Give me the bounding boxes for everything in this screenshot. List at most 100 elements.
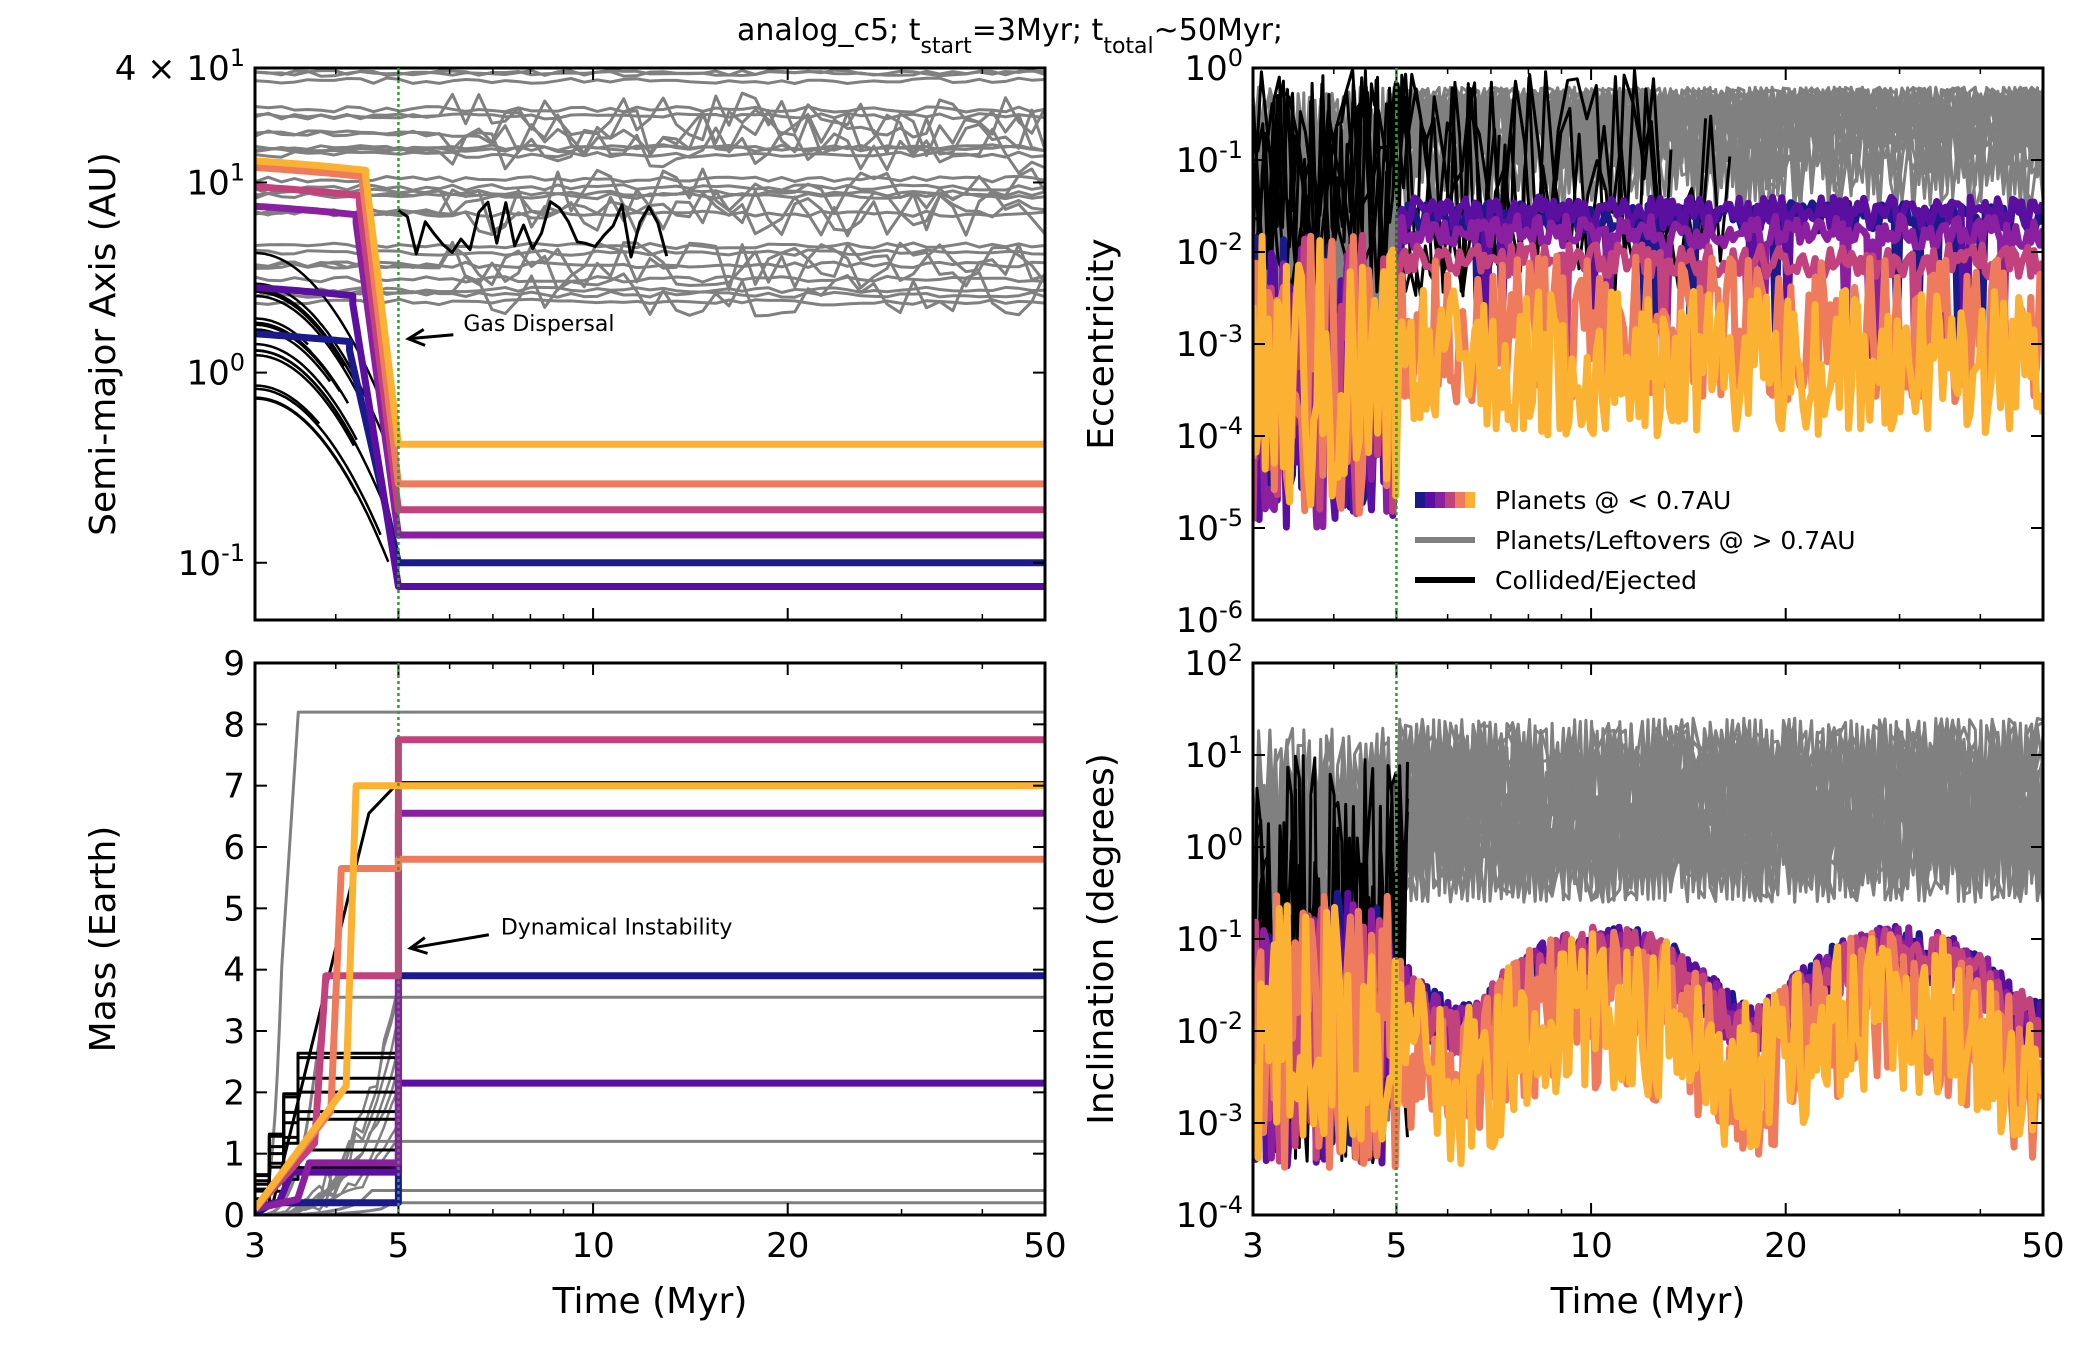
instability-arrow — [410, 933, 490, 950]
planet-mass-P4 — [255, 736, 1045, 1212]
y-tick-label: 100 — [1184, 44, 1243, 89]
legend-swatch-planet — [1455, 492, 1465, 508]
title-sub-total: total — [1103, 34, 1153, 59]
leftover-orbit — [255, 290, 1045, 299]
collided-orbit — [255, 294, 361, 397]
leftover-mass — [255, 995, 1045, 1215]
y-tick-label: 10-3 — [1176, 320, 1243, 365]
collided-orbit — [255, 396, 390, 563]
leftover-orbit — [255, 69, 1045, 78]
collided-orbit — [255, 387, 382, 536]
leftover-inc — [1253, 718, 2043, 1114]
y-tick-label: 10-2 — [1176, 228, 1243, 273]
y-tick-label: 3 — [223, 1012, 245, 1052]
collided-orbit — [255, 349, 358, 446]
legend-swatch-planet — [1435, 492, 1445, 508]
leftover-orbit — [255, 76, 1045, 85]
mass-series — [255, 710, 1045, 1215]
leftover-orbit — [255, 248, 1045, 257]
y-tick-label: 10-1 — [178, 539, 245, 584]
y-tick-label: 10-6 — [1176, 596, 1243, 641]
leftover-mass — [255, 1048, 400, 1215]
legend-label: Planets @ < 0.7AU — [1495, 486, 1731, 515]
planet-orbit-P6 — [255, 157, 1045, 448]
x-tick-label: 20 — [766, 1226, 809, 1266]
leftover-orbit — [255, 183, 1045, 192]
leftover-orbit — [255, 105, 1045, 114]
x-tick-label: 3 — [1242, 1226, 1264, 1266]
leftover-orbit — [255, 271, 1045, 318]
leftover-orbit — [255, 297, 1045, 307]
planet-orbit-P2 — [255, 284, 1045, 590]
planet-mass-P6 — [255, 782, 1045, 1211]
legend-swatch-planet — [1425, 492, 1435, 508]
planet-orbit-P3 — [255, 202, 1045, 539]
legend-swatch-planet — [1445, 492, 1455, 508]
y-tick-label: 7 — [223, 767, 245, 807]
collided-mass — [255, 1051, 399, 1215]
instability-label: Dynamical Instability — [501, 916, 733, 941]
semimajor-series — [255, 68, 1045, 590]
y-tick-label: 0 — [223, 1196, 245, 1236]
collided-ecc — [1253, 69, 1407, 296]
legend-swatch-planet — [1465, 492, 1475, 508]
leftover-orbit — [255, 150, 1045, 159]
gas-dispersal-label: Gas Dispersal — [463, 312, 614, 337]
collided-ecc — [1253, 68, 1708, 294]
y-tick-label: 10-4 — [1176, 1191, 1243, 1236]
x-tick-label: 5 — [1386, 1226, 1408, 1266]
y-tick-label: 1 — [223, 1135, 245, 1175]
y-tick-label: 10-5 — [1176, 504, 1243, 549]
inclination-ylabel: Inclination (degrees) — [1081, 753, 1122, 1125]
leftover-orbit — [255, 260, 1045, 270]
x-tick-label: 50 — [2021, 1226, 2064, 1266]
inclination-panel: 3 5 10 20 50 102 101 100 10-1 10-2 10-3 10-4 Inclina… — [1081, 639, 2065, 1322]
y-tick-label: 10-3 — [1176, 1099, 1243, 1144]
x-tick-label: 20 — [1764, 1226, 1807, 1266]
title-suffix: ~50Myr; — [1154, 13, 1283, 48]
leftover-orbit — [255, 108, 1045, 157]
legend-label: Collided/Ejected — [1495, 566, 1697, 595]
y-tick-label: 10-4 — [1176, 412, 1243, 457]
y-tick-label: 6 — [223, 828, 245, 868]
x-tick-label: 5 — [388, 1226, 410, 1266]
collided-orbit — [255, 353, 355, 447]
gas-dispersal-arrow-head — [405, 328, 426, 347]
leftover-orbit — [255, 144, 1045, 154]
legend-swatch-planet — [1415, 492, 1425, 508]
collided-ecc — [1253, 70, 1673, 295]
title-prefix: analog_c5; t — [737, 13, 921, 48]
planet-mass-P3 — [255, 809, 1045, 1213]
mass-xlabel: Time (Myr) — [552, 1281, 748, 1322]
collided-orbit — [255, 328, 332, 383]
eccentricity-panel: 100 10-1 10-2 10-3 10-4 10-5 10-6 Eccentricity P… — [1081, 44, 2045, 641]
collided-orbit — [255, 342, 358, 441]
x-tick-label: 50 — [1023, 1226, 1066, 1266]
leftover-orbit — [255, 68, 1045, 77]
leftover-orbit — [255, 189, 1045, 198]
inclination-series — [1253, 716, 2043, 1171]
y-tick-label: 10-2 — [1176, 1007, 1243, 1052]
x-tick-label: 10 — [571, 1226, 614, 1266]
leftover-orbit — [255, 285, 1045, 294]
leftover-orbit — [255, 241, 1045, 250]
y-tick-label: 100 — [1184, 823, 1243, 868]
y-tick-label: 4 × 101 — [115, 44, 245, 89]
mass-panel: 3 5 10 20 50 0 1 2 3 4 5 6 7 8 9 Mass (Earth) Time (Myr)… — [83, 644, 1067, 1322]
leftover-orbit — [255, 274, 1045, 284]
y-tick-label: 102 — [1184, 639, 1243, 684]
legend: Planets @ < 0.7AU Planets/Leftovers @ > 0… — [1415, 486, 1856, 595]
y-tick-label: 9 — [223, 644, 245, 684]
semimajor-panel: 4 × 101 101 100 10-1 Semi-major Axis (AU) Gas… — [83, 44, 1047, 622]
mass-frame — [253, 661, 1047, 1217]
planet-orbit-P4 — [255, 183, 1045, 514]
inclination-xlabel: Time (Myr) — [1550, 1281, 1746, 1322]
leftover-orbit — [255, 240, 1045, 290]
y-tick-label: 5 — [223, 889, 245, 929]
collided-mass — [255, 1110, 399, 1215]
x-tick-label: 3 — [244, 1226, 266, 1266]
instability-arrow-head — [407, 936, 428, 955]
legend-label: Planets/Leftovers @ > 0.7AU — [1495, 526, 1856, 555]
